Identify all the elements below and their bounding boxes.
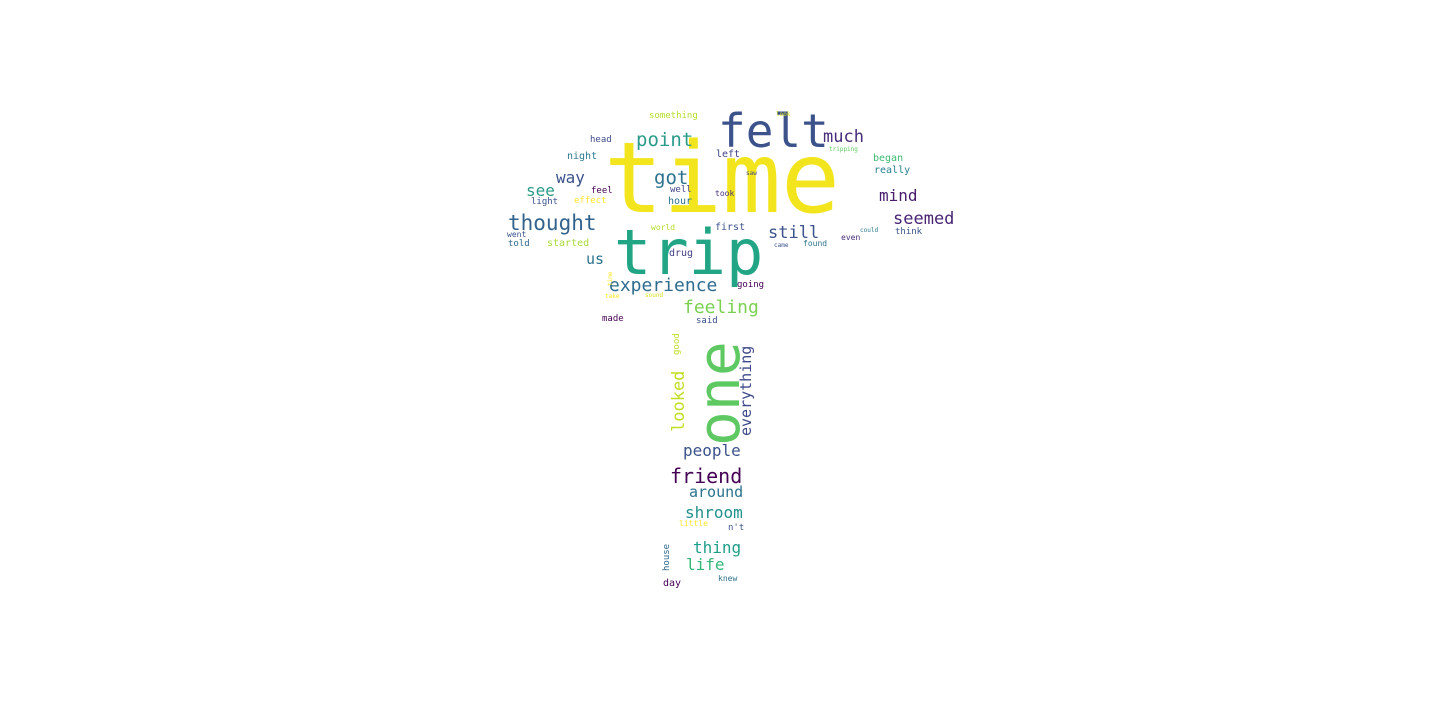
word-trip: trip — [614, 216, 764, 289]
word-much: much — [823, 127, 864, 147]
word-nt: n't — [728, 523, 745, 533]
word-went: went — [507, 230, 527, 239]
word-well: well — [670, 185, 692, 195]
word-think: think — [895, 227, 923, 237]
word-really: really — [874, 165, 911, 176]
word-light: light — [531, 197, 559, 207]
word-sound: sound — [645, 292, 664, 299]
word-hour: hour — [668, 196, 693, 207]
word-something: something — [649, 111, 698, 121]
word-felt: felt — [718, 104, 829, 158]
word-experience: experience — [609, 275, 718, 296]
word-left: left — [716, 149, 741, 160]
word-going: going — [737, 280, 765, 290]
word-saw: saw — [746, 170, 757, 177]
word-people: people — [683, 441, 741, 460]
word-feel: feel — [591, 186, 613, 196]
word-said: said — [696, 316, 718, 326]
word-us: us — [586, 250, 605, 268]
word-effect: effect — [574, 196, 607, 206]
word-thought: thought — [508, 211, 597, 235]
word-began: began — [873, 153, 904, 164]
word-night: night — [567, 151, 598, 162]
word-knew: knew — [718, 574, 738, 583]
word-started: started — [547, 238, 590, 249]
word-feeling: feeling — [683, 297, 759, 318]
word-time: time — [604, 122, 841, 236]
word-world: world — [651, 223, 676, 232]
word-found: found — [803, 239, 828, 248]
word-even: even — [841, 233, 861, 242]
word-everything: everything — [737, 345, 755, 436]
word-could: could — [860, 227, 879, 234]
word-friend: friend — [670, 464, 743, 488]
word-came: came — [774, 242, 789, 249]
word-made: made — [602, 314, 624, 324]
word-told: told — [508, 239, 530, 249]
word-time-small: time — [607, 271, 614, 286]
word-mind: mind — [879, 186, 918, 205]
word-head: head — [590, 135, 612, 145]
word-look: look — [776, 111, 791, 118]
word-drug: drug — [669, 248, 694, 259]
word-took: took — [715, 189, 735, 198]
word-looked: looked — [669, 370, 689, 432]
word-shroom: shroom — [685, 503, 743, 522]
word-little: little — [679, 519, 708, 528]
word-got: got — [654, 167, 689, 189]
word-see: see — [526, 181, 555, 200]
word-good: good — [672, 333, 682, 355]
word-still: still — [768, 223, 820, 243]
word-day: day — [663, 578, 682, 589]
word-thing: thing — [693, 538, 742, 557]
word-first: first — [715, 222, 746, 233]
word-around: around — [689, 483, 744, 501]
word-tripping: tripping — [829, 146, 858, 153]
word-house: house — [662, 543, 672, 571]
word-point: point — [636, 129, 694, 151]
word-life: life — [686, 555, 725, 574]
word-seemed: seemed — [893, 209, 955, 229]
word-way: way — [556, 168, 585, 187]
word-take: take — [605, 293, 620, 300]
